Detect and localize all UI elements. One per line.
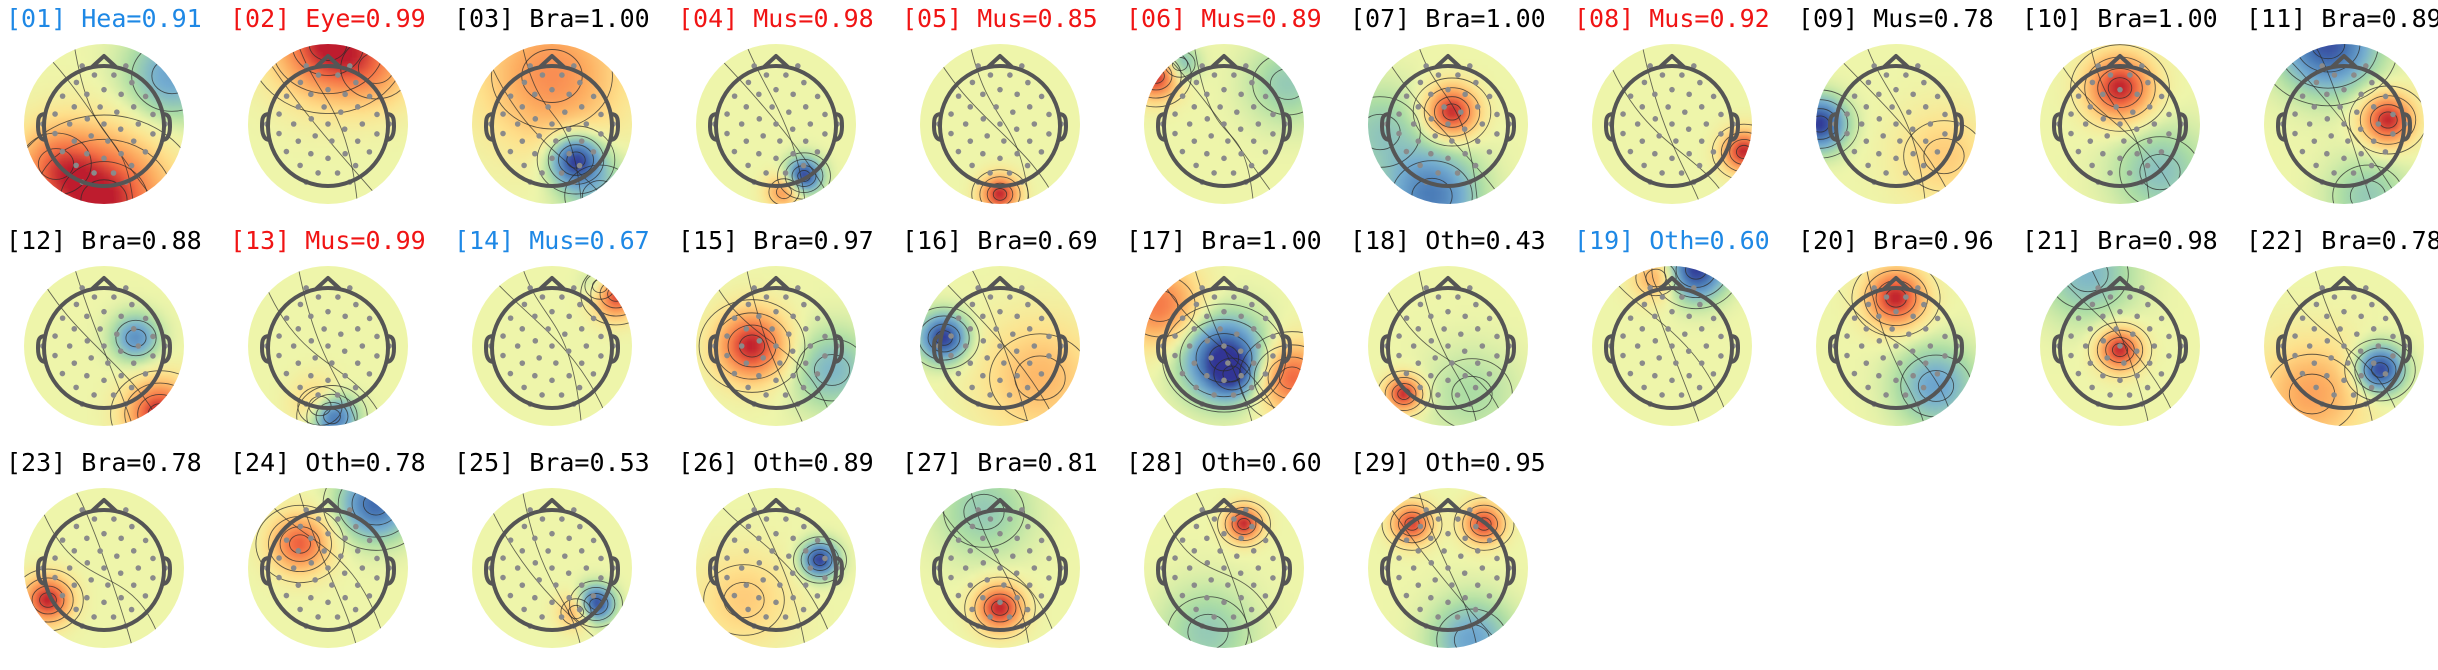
- potential-field: [1582, 231, 1763, 436]
- topomap-panel: [22] Bra=0.78: [2246, 226, 2438, 448]
- scalp-topomap: [2030, 256, 2210, 436]
- component-label: [19] Oth=0.60: [1574, 226, 1770, 256]
- component-label: [28] Oth=0.60: [1126, 448, 1322, 478]
- topomap-panel: [01] Hea=0.91: [6, 4, 231, 226]
- component-label: [20] Bra=0.96: [1798, 226, 1994, 256]
- component-label: [07] Bra=1.00: [1350, 4, 1546, 34]
- potential-field: [1358, 478, 1539, 670]
- scalp-topomap: [1806, 34, 1986, 214]
- component-label: [17] Bra=1.00: [1126, 226, 1322, 256]
- scalp-topomap: [910, 478, 1090, 658]
- topomap-panel: [04] Mus=0.98: [678, 4, 903, 226]
- component-label: [09] Mus=0.78: [1798, 4, 1994, 34]
- scalp-topomap: [1134, 34, 1314, 214]
- component-label: [05] Mus=0.85: [902, 4, 1098, 34]
- scalp-topomap: [686, 256, 866, 436]
- component-label: [01] Hea=0.91: [6, 4, 202, 34]
- component-label: [22] Bra=0.78: [2246, 226, 2438, 256]
- component-label: [14] Mus=0.67: [454, 226, 650, 256]
- component-label: [25] Bra=0.53: [454, 448, 650, 478]
- scalp-topomap: [462, 34, 642, 214]
- scalp-topomap: [910, 34, 1090, 214]
- component-label: [23] Bra=0.78: [6, 448, 202, 478]
- topomap-panel: [13] Mus=0.99: [230, 226, 455, 448]
- topomap-panel: [09] Mus=0.78: [1798, 4, 2023, 226]
- topomap-panel: [08] Mus=0.92: [1574, 4, 1799, 226]
- potential-field: [238, 256, 419, 448]
- component-label: [15] Bra=0.97: [678, 226, 874, 256]
- scalp-topomap: [2254, 34, 2434, 214]
- component-label: [11] Bra=0.89: [2246, 4, 2438, 34]
- topomap-panel: [18] Oth=0.43: [1350, 226, 1575, 448]
- component-label: [27] Bra=0.81: [902, 448, 1098, 478]
- component-label: [26] Oth=0.89: [678, 448, 874, 478]
- topomap-panel: [12] Bra=0.88: [6, 226, 231, 448]
- component-label: [02] Eye=0.99: [230, 4, 426, 34]
- component-label: [21] Bra=0.98: [2022, 226, 2218, 256]
- scalp-topomap: [1582, 256, 1762, 436]
- topomap-panel: [11] Bra=0.89: [2246, 4, 2438, 226]
- topomap-panel: [24] Oth=0.78: [230, 448, 455, 670]
- scalp-topomap: [1358, 34, 1538, 214]
- topomap-panel: [20] Bra=0.96: [1798, 226, 2023, 448]
- topomap-panel: [14] Mus=0.67: [454, 226, 679, 448]
- component-label: [06] Mus=0.89: [1126, 4, 1322, 34]
- topomap-panel: [15] Bra=0.97: [678, 226, 903, 448]
- topomap-panel: [02] Eye=0.99: [230, 4, 455, 226]
- scalp-topomap: [238, 34, 418, 214]
- component-label: [13] Mus=0.99: [230, 226, 426, 256]
- component-label: [29] Oth=0.95: [1350, 448, 1546, 478]
- topomap-panel: [19] Oth=0.60: [1574, 226, 1799, 448]
- component-label: [08] Mus=0.92: [1574, 4, 1770, 34]
- topomap-panel: [23] Bra=0.78: [6, 448, 231, 670]
- component-label: [16] Bra=0.69: [902, 226, 1098, 256]
- scalp-topomap: [910, 256, 1090, 436]
- topomap-panel: [26] Oth=0.89: [678, 448, 903, 670]
- topomap-panel: [25] Bra=0.53: [454, 448, 679, 670]
- topomap-panel: [05] Mus=0.85: [902, 4, 1127, 226]
- scalp-topomap: [238, 478, 418, 658]
- topomap-panel: [07] Bra=1.00: [1350, 4, 1575, 226]
- scalp-topomap: [1134, 478, 1314, 658]
- scalp-topomap: [238, 256, 418, 436]
- topomap-panel: [06] Mus=0.89: [1126, 4, 1351, 226]
- scalp-topomap: [1134, 256, 1314, 436]
- scalp-topomap: [2254, 256, 2434, 436]
- topomap-panel: [16] Bra=0.69: [902, 226, 1127, 448]
- scalp-topomap: [462, 256, 642, 436]
- component-label: [24] Oth=0.78: [230, 448, 426, 478]
- component-label: [03] Bra=1.00: [454, 4, 650, 34]
- scalp-topomap: [2030, 34, 2210, 214]
- component-label: [18] Oth=0.43: [1350, 226, 1546, 256]
- scalp-topomap: [14, 256, 194, 436]
- scalp-topomap: [1358, 478, 1538, 658]
- component-label: [04] Mus=0.98: [678, 4, 874, 34]
- topomap-panel: [28] Oth=0.60: [1126, 448, 1351, 670]
- topomap-panel: [29] Oth=0.95: [1350, 448, 1575, 670]
- scalp-topomap: [686, 478, 866, 658]
- scalp-topomap: [1582, 34, 1762, 214]
- component-label: [10] Bra=1.00: [2022, 4, 2218, 34]
- scalp-topomap: [14, 478, 194, 658]
- scalp-topomap: [686, 34, 866, 214]
- topomap-panel: [21] Bra=0.98: [2022, 226, 2247, 448]
- component-label: [12] Bra=0.88: [6, 226, 202, 256]
- scalp-topomap: [1358, 256, 1538, 436]
- topomap-panel: [03] Bra=1.00: [454, 4, 679, 226]
- scalp-topomap: [462, 478, 642, 658]
- topomap-panel: [17] Bra=1.00: [1126, 226, 1351, 448]
- topomap-panel: [27] Bra=0.81: [902, 448, 1127, 670]
- scalp-topomap: [1806, 256, 1986, 436]
- topomap-panel: [10] Bra=1.00: [2022, 4, 2247, 226]
- potential-field: [1134, 478, 1315, 668]
- scalp-topomap: [14, 34, 194, 214]
